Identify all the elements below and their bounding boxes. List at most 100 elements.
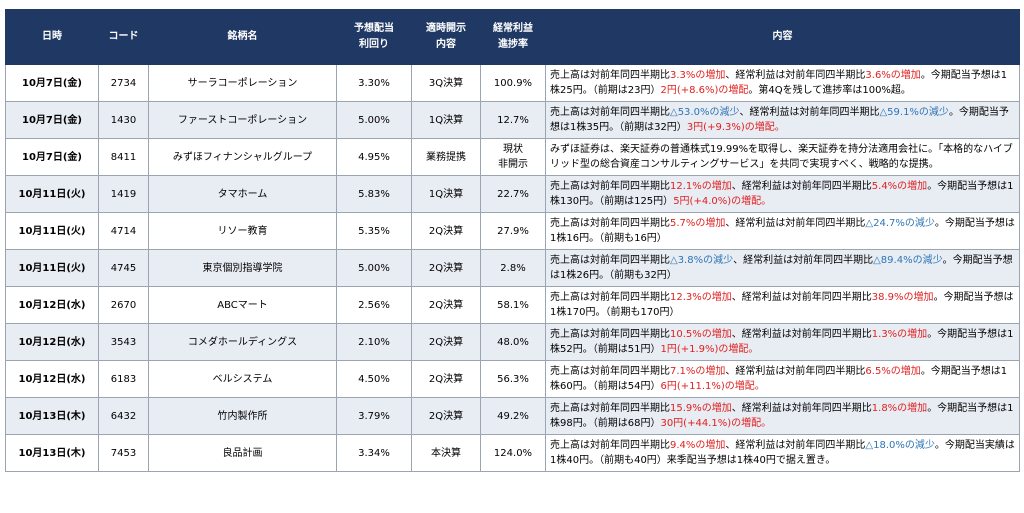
cell-progress: 2.8% <box>480 249 546 287</box>
cell-code: 1419 <box>98 175 149 213</box>
increase-text: 15.9%の増加 <box>670 403 732 414</box>
content-text: 。今期配当予想は1株52円。（前期は51円） <box>550 329 1014 355</box>
table-row: 10月7日(金) 2734 サーラコーポレーション 3.30% 3Q決算 100.9% 売上… <box>5 64 1020 102</box>
cell-name: リソー教育 <box>148 212 337 250</box>
cell-date: 10月11日(火) <box>5 212 99 250</box>
decrease-text: △18.0%の減少 <box>865 440 935 451</box>
content-text: 。今期配当予想は1株98円。（前期は68円） <box>550 403 1014 429</box>
cell-name: 竹内製作所 <box>148 397 337 435</box>
progress-line: 現状 <box>503 144 523 155</box>
cell-progress: 27.9% <box>480 212 546 250</box>
content-text: 売上高は対前年同四半期比 <box>550 329 670 340</box>
cell-date: 10月11日(火) <box>5 249 99 287</box>
content-text: 。今期配当予想は1株35円。（前期は32円） <box>550 107 1009 133</box>
cell-code: 3543 <box>98 323 149 361</box>
cell-progress: 現状 非開示 <box>480 138 546 176</box>
cell-yield: 2.10% <box>336 323 412 361</box>
cell-name: 良品計画 <box>148 434 337 472</box>
increase-text: 1.3%の増加 <box>871 329 928 340</box>
cell-disclosure: 2Q決算 <box>411 323 481 361</box>
cell-content: 売上高は対前年同四半期比△53.0%の減少、経常利益は対前年同四半期比△59.1… <box>545 101 1020 139</box>
decrease-text: △24.7%の減少 <box>865 218 935 229</box>
cell-code: 2734 <box>98 64 149 102</box>
content-text: 売上高は対前年同四半期比 <box>550 218 670 229</box>
cell-content: 売上高は対前年同四半期比10.5%の増加、経常利益は対前年同四半期比1.3%の増… <box>545 323 1020 361</box>
content-text: 。今期配当予想は1株130円。（前期は125円） <box>550 181 1014 207</box>
content-text: 売上高は対前年同四半期比 <box>550 403 670 414</box>
cell-name: ABCマート <box>148 286 337 324</box>
cell-progress: 48.0% <box>480 323 546 361</box>
content-text: 売上高は対前年同四半期比 <box>550 70 670 81</box>
cell-progress: 58.1% <box>480 286 546 324</box>
cell-code: 4745 <box>98 249 149 287</box>
content-text: 売上高は対前年同四半期比 <box>550 440 670 451</box>
content-text: 、経常利益は対前年同四半期比 <box>739 107 880 118</box>
increase-text: 3.6%の増加 <box>865 70 921 81</box>
cell-yield: 3.30% <box>336 64 412 102</box>
header-yield-line1: 予想配当 <box>354 23 394 34</box>
table-row: 10月13日(木) 7453 良品計画 3.34% 本決算 124.0% 売上高は対前年同四… <box>5 434 1020 472</box>
progress-line: 非開示 <box>498 159 528 170</box>
increase-text: 5.7%の増加 <box>670 218 726 229</box>
cell-content: 売上高は対前年同四半期比△3.8%の減少、経常利益は対前年同四半期比△89.4%… <box>545 249 1020 287</box>
cell-name: サーラコーポレーション <box>148 64 337 102</box>
content-text: 。今期配当予想は1株25円。（前期は23円） <box>550 70 1008 96</box>
cell-date: 10月7日(金) <box>5 138 99 176</box>
header-row: 日時 コード 銘柄名 予想配当 利回り 適時開示 内容 経常利益 進捗率 内容 <box>5 9 1020 65</box>
increase-text: 6円(+11.1%)の増配。 <box>660 381 765 392</box>
cell-progress: 22.7% <box>480 175 546 213</box>
header-code: コード <box>98 9 149 65</box>
increase-text: 10.5%の増加 <box>670 329 732 340</box>
header-disclosure: 適時開示 内容 <box>411 9 481 65</box>
increase-text: 5.4%の増加 <box>871 181 928 192</box>
increase-text: 9.4%の増加 <box>670 440 726 451</box>
cell-progress: 56.3% <box>480 360 546 398</box>
content-text: みずほ証券は、楽天証券の普通株式19.99%を取得し、楽天証券を持分法適用会社に… <box>550 144 1013 170</box>
increase-text: 38.9%の増加 <box>871 292 934 303</box>
table-body: 10月7日(金) 2734 サーラコーポレーション 3.30% 3Q決算 100.9% 売上… <box>5 64 1020 472</box>
cell-yield: 4.50% <box>336 360 412 398</box>
cell-disclosure: 業務提携 <box>411 138 481 176</box>
cell-name: みずほフィナンシャルグループ <box>148 138 337 176</box>
header-yield: 予想配当 利回り <box>336 9 412 65</box>
content-text: 売上高は対前年同四半期比 <box>550 181 670 192</box>
cell-disclosure: 2Q決算 <box>411 360 481 398</box>
content-text: 。今期配当予想は1株60円。（前期は54円） <box>550 366 1008 392</box>
increase-text: 30円(+44.1%)の増配。 <box>660 418 772 429</box>
cell-yield: 3.79% <box>336 397 412 435</box>
content-text: 、経常利益は対前年同四半期比 <box>725 70 866 81</box>
table-row: 10月7日(金) 8411 みずほフィナンシャルグループ 4.95% 業務提携 現状 非開示… <box>5 138 1020 176</box>
header-disclosure-line2: 内容 <box>436 39 456 50</box>
disclosure-table-container: 日時 コード 銘柄名 予想配当 利回り 適時開示 内容 経常利益 進捗率 内容 10月… <box>5 9 1020 472</box>
cell-code: 6432 <box>98 397 149 435</box>
cell-date: 10月13日(木) <box>5 434 99 472</box>
cell-code: 7453 <box>98 434 149 472</box>
cell-code: 4714 <box>98 212 149 250</box>
content-text: 。今期配当予想は1株26円。（前期も32円） <box>550 255 1013 281</box>
cell-yield: 2.56% <box>336 286 412 324</box>
header-disclosure-line1: 適時開示 <box>426 23 466 34</box>
cell-name: ファーストコーポレーション <box>148 101 337 139</box>
decrease-text: △59.1%の減少 <box>879 107 949 118</box>
cell-content: 売上高は対前年同四半期比3.3%の増加、経常利益は対前年同四半期比3.6%の増加… <box>545 64 1020 102</box>
cell-progress: 49.2% <box>480 397 546 435</box>
content-text: 、経常利益は対前年同四半期比 <box>725 366 866 377</box>
cell-name: 東京個別指導学院 <box>148 249 337 287</box>
cell-disclosure: 本決算 <box>411 434 481 472</box>
header-content: 内容 <box>545 9 1020 65</box>
table-row: 10月11日(火) 4714 リソー教育 5.35% 2Q決算 27.9% 売上高は対前年同… <box>5 212 1020 250</box>
content-text: 売上高は対前年同四半期比 <box>550 107 670 118</box>
increase-text: 2円(+8.6%)の増配 <box>660 85 749 96</box>
cell-disclosure: 3Q決算 <box>411 64 481 102</box>
cell-progress: 12.7% <box>480 101 546 139</box>
content-text: 売上高は対前年同四半期比 <box>550 255 670 266</box>
cell-date: 10月11日(火) <box>5 175 99 213</box>
table-row: 10月11日(火) 1419 タマホーム 5.83% 1Q決算 22.7% 売上高は対前年同… <box>5 175 1020 213</box>
increase-text: 7.1%の増加 <box>670 366 726 377</box>
disclosure-table: 日時 コード 銘柄名 予想配当 利回り 適時開示 内容 経常利益 進捗率 内容 10月… <box>5 9 1020 472</box>
cell-code: 6183 <box>98 360 149 398</box>
increase-text: 12.3%の増加 <box>670 292 732 303</box>
decrease-text: △53.0%の減少 <box>670 107 740 118</box>
decrease-text: △89.4%の減少 <box>873 255 943 266</box>
table-header: 日時 コード 銘柄名 予想配当 利回り 適時開示 内容 経常利益 進捗率 内容 <box>5 9 1020 65</box>
